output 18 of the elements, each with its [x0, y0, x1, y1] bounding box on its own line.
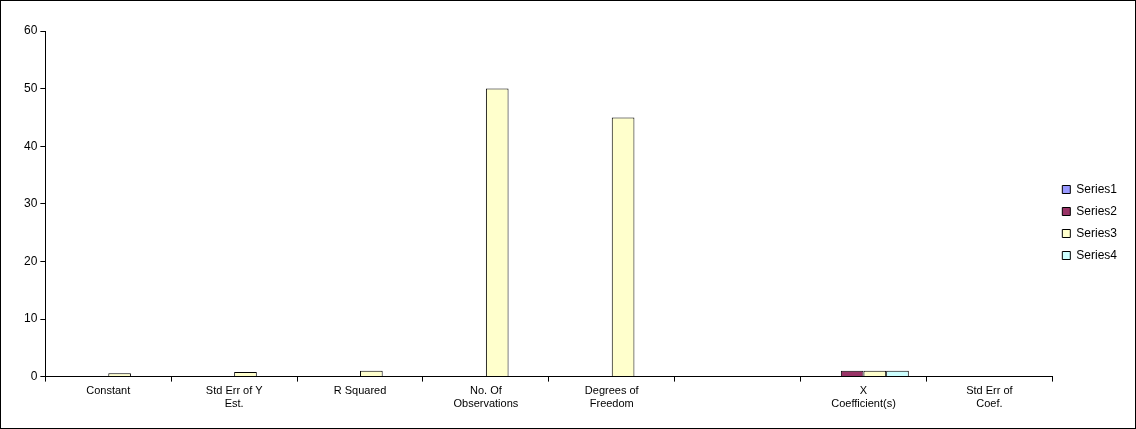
legend-label: Series1 — [1076, 181, 1118, 196]
y-tick-label: 60 — [23, 23, 38, 38]
x-tick-label: Constant — [86, 384, 131, 397]
x-tick-label: R Squared — [333, 384, 387, 397]
y-tick-label: 20 — [23, 253, 38, 268]
x-tick-label: Std Err of Coef. — [966, 384, 1014, 410]
x-tick-label: Std Err of Y Est. — [205, 384, 264, 410]
legend-label: Series4 — [1076, 247, 1118, 262]
x-tick-label: Degrees of Freedom — [584, 384, 640, 410]
x-tick-label: X Coefficient(s) — [831, 384, 896, 410]
x-tick-label: No. Of Observations — [453, 384, 519, 410]
y-tick-label: 50 — [23, 80, 38, 95]
y-tick-label: 10 — [23, 311, 38, 326]
legend-label: Series2 — [1076, 203, 1118, 218]
y-tick-label: 30 — [23, 196, 38, 211]
y-tick-label: 40 — [23, 138, 38, 153]
legend-label: Series3 — [1076, 225, 1118, 240]
y-tick-label: 0 — [30, 368, 38, 383]
